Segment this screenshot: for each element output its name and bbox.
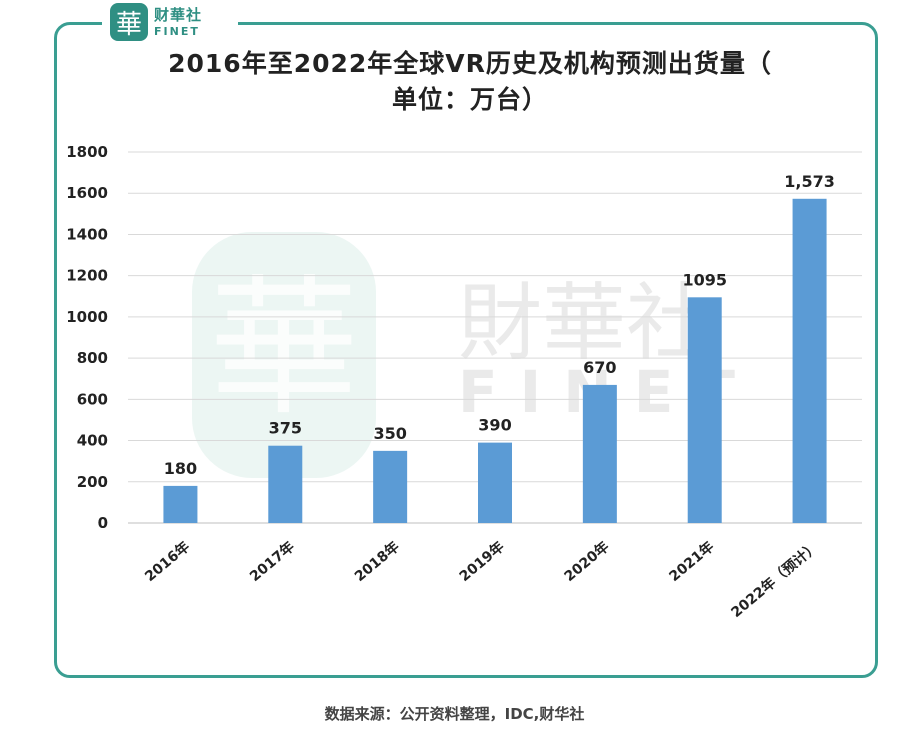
y-tick-label: 200 (77, 473, 108, 491)
data-labels: 180 375 350 390 670 1095 1,573 (164, 172, 835, 478)
data-label: 180 (164, 459, 197, 478)
logo-cn: 财華社 (154, 5, 203, 24)
x-tick-label: 2020年 (561, 538, 613, 585)
chart-title-line2: 单位：万台） (391, 85, 548, 114)
y-tick-label: 1400 (66, 225, 108, 243)
bar (163, 485, 198, 523)
y-tick-label: 1600 (66, 184, 108, 202)
data-label: 1095 (682, 270, 727, 289)
finet-logo: 華 财華社 FINET (102, 0, 238, 44)
y-tick-label: 1800 (66, 143, 108, 161)
x-tick-labels: 2016年 2017年 2018年 2019年 2020年 2021年 2022年（预计） (141, 538, 822, 621)
y-tick-label: 1200 (66, 267, 108, 285)
x-tick-label: 2022年（预计） (728, 538, 822, 621)
x-tick-label: 2019年 (456, 538, 508, 585)
logo-seal: 華 (110, 3, 148, 41)
x-tick-label: 2017年 (246, 538, 298, 585)
x-tick-label: 2021年 (666, 538, 718, 585)
y-tick-label: 1000 (66, 308, 108, 326)
bars (163, 198, 827, 523)
y-tick-label: 800 (77, 349, 108, 367)
data-label: 350 (373, 424, 406, 443)
x-tick-label: 2016年 (141, 538, 193, 585)
chart-title-line1: 2016年至2022年全球VR历史及机构预测出货量（ (168, 49, 772, 78)
bar (268, 445, 303, 523)
bar (478, 442, 512, 523)
data-label: 375 (269, 419, 302, 438)
bar (582, 384, 617, 523)
bar (373, 450, 408, 523)
data-source-note: 数据来源：公开资料整理，IDC,财华社 (324, 705, 585, 723)
y-tick-label: 400 (77, 432, 108, 450)
bar (792, 198, 827, 523)
data-label: 670 (583, 358, 616, 377)
y-tick-labels: 0 200 400 600 800 1000 1200 1400 1600 1800 (66, 143, 108, 532)
data-label: 390 (478, 416, 511, 435)
bar (687, 297, 722, 523)
chart-frame (54, 22, 878, 678)
x-tick-label: 2018年 (351, 538, 403, 585)
data-label: 1,573 (784, 172, 835, 191)
y-tick-label: 0 (98, 514, 108, 532)
y-tick-label: 600 (77, 390, 108, 408)
logo-en: FINET (154, 24, 200, 38)
chart-title: 2016年至2022年全球VR历史及机构预测出货量（ 单位：万台） (140, 46, 800, 118)
